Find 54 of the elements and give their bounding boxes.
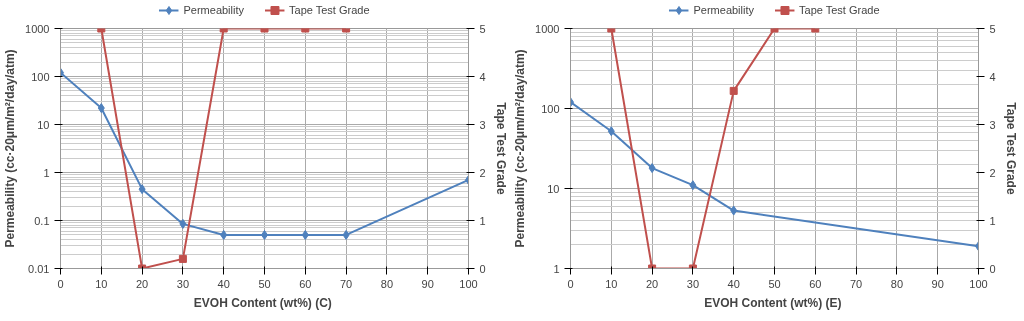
legend-label: Tape Test Grade xyxy=(799,4,880,16)
x-tick-label: 70 xyxy=(849,277,863,290)
x-tick-label: 100 xyxy=(969,277,988,290)
y2-tick-label: 4 xyxy=(989,70,996,83)
x-tick-label: 60 xyxy=(809,277,822,290)
x-tick-label: 40 xyxy=(217,277,230,290)
y-tick-label: 10 xyxy=(547,182,560,195)
x-tick-label: 20 xyxy=(645,277,659,290)
x-tick-label: 90 xyxy=(931,277,944,290)
y2-tick-label: 3 xyxy=(989,118,996,131)
y-tick-label: 1000 xyxy=(535,22,560,35)
x-tick-label: 30 xyxy=(686,277,700,290)
y2-tick-label: 2 xyxy=(479,166,486,179)
x-tick-label: 50 xyxy=(258,277,271,290)
x-tick-label: 50 xyxy=(768,277,781,290)
legend-label: Permeability xyxy=(693,4,755,16)
y2-tick-label: 1 xyxy=(989,214,996,227)
x-tick-label: 10 xyxy=(605,277,618,290)
x-tick-label: 100 xyxy=(459,277,478,290)
x-tick-label: 0 xyxy=(567,277,574,290)
y2-tick-label: 3 xyxy=(479,118,486,131)
x-tick-label: 80 xyxy=(890,277,904,290)
legend-label: Permeability xyxy=(183,4,245,16)
x-tick-label: 20 xyxy=(135,277,149,290)
x-tick-label: 30 xyxy=(176,277,190,290)
y2-tick-label: 2 xyxy=(989,166,996,179)
y2-tick-label: 0 xyxy=(989,262,996,275)
y2-tick-label: 1 xyxy=(479,214,486,227)
y-tick-label: 10 xyxy=(37,118,50,131)
x-tick-label: 10 xyxy=(95,277,108,290)
y-tick-label: 1 xyxy=(43,166,50,179)
x-tick-label: 0 xyxy=(57,277,64,290)
y-tick-label: 100 xyxy=(31,70,50,83)
x-tick-label: 90 xyxy=(421,277,434,290)
x-axis-title: EVOH Content (wt%) (E) xyxy=(704,295,842,310)
y-tick-label: 1000 xyxy=(25,22,50,35)
x-tick-label: 40 xyxy=(727,277,740,290)
y-tick-label: 100 xyxy=(541,102,560,115)
y2-axis-title: Tape Test Grade xyxy=(1003,102,1018,195)
y2-axis-title: Tape Test Grade xyxy=(493,102,508,195)
y-tick-label: 1 xyxy=(553,262,560,275)
y-tick-label: 0.01 xyxy=(28,262,50,275)
y-axis-title: Permeability (cc-20μm/m²/day/atm) xyxy=(513,49,528,248)
y2-tick-label: 4 xyxy=(479,70,486,83)
y2-tick-label: 0 xyxy=(479,262,486,275)
y-tick-label: 0.1 xyxy=(34,214,50,227)
y-axis-title: Permeability (cc·20μm/m²/day/atm) xyxy=(3,49,18,248)
x-axis-title: EVOH Content (wt%) (C) xyxy=(193,295,332,310)
y2-tick-label: 5 xyxy=(479,22,486,35)
x-tick-label: 60 xyxy=(299,277,312,290)
y2-tick-label: 5 xyxy=(989,22,996,35)
x-tick-label: 80 xyxy=(380,277,394,290)
legend-label: Tape Test Grade xyxy=(289,4,370,16)
x-tick-label: 70 xyxy=(339,277,353,290)
